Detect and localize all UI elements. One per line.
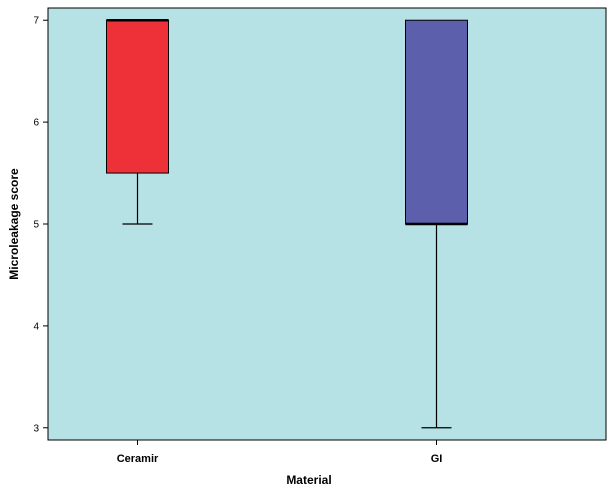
boxes-group (106, 18, 468, 429)
y-tick-label: 4 (33, 321, 39, 332)
y-axis-label: Microleakage score (7, 168, 21, 280)
y-tick-label: 3 (33, 423, 39, 434)
y-tick-label: 7 (33, 16, 39, 27)
box-gi (405, 19, 468, 225)
x-axis: Ceramir GI (117, 440, 443, 465)
x-tick-label: GI (431, 453, 443, 465)
y-axis: 3 4 5 6 7 (33, 16, 48, 434)
x-axis-label: Material (286, 473, 331, 487)
y-tick-label: 5 (33, 220, 39, 231)
box-ceramir (106, 19, 169, 174)
x-tick-label: Ceramir (117, 453, 159, 465)
y-tick-label: 6 (33, 118, 39, 129)
